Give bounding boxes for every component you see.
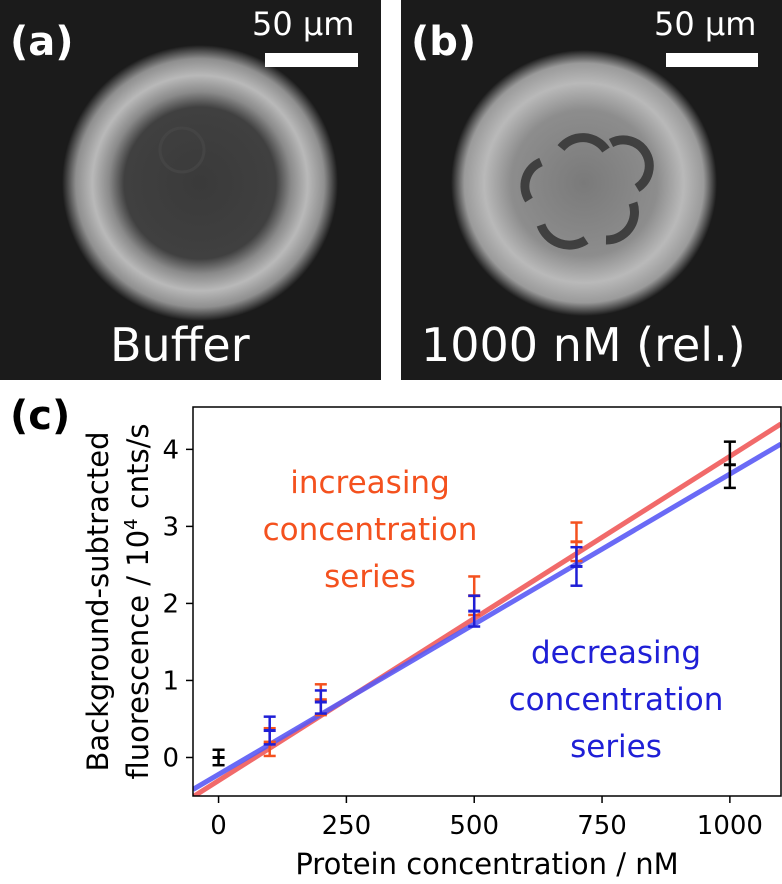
series-label-1-line-2: series bbox=[570, 729, 662, 765]
series-label-0-line-2: series bbox=[324, 559, 416, 595]
series-label-0-line-1: concentration bbox=[263, 512, 478, 548]
data-point-1-1 bbox=[314, 689, 327, 715]
y-tick-label: 4 bbox=[162, 435, 179, 465]
micrograph-buffer: (a) 50 μm Buffer bbox=[0, 0, 381, 380]
series-label-1-line-1: concentration bbox=[509, 682, 724, 718]
axis-ticks: 0 250 500 750 1000 0 1 2 3 4 bbox=[162, 435, 763, 841]
vesicle-a bbox=[62, 45, 338, 321]
caption-a: Buffer bbox=[110, 318, 250, 372]
y-tick-label: 3 bbox=[162, 512, 179, 542]
scale-bar-a bbox=[265, 53, 358, 67]
y-axis-label-line1: Background-subtracted bbox=[81, 432, 115, 772]
micrograph-1000nm: (b) 50 μm 1000 nM (rel.) bbox=[401, 0, 782, 380]
data-point-1-0 bbox=[263, 715, 276, 746]
scale-bar-b-text: 50 μm bbox=[654, 5, 757, 43]
data-point-2-1 bbox=[723, 440, 736, 490]
micrograph-b-image bbox=[451, 50, 717, 316]
panel-c-label: (c) bbox=[10, 393, 71, 439]
series-label-1-line-0: decreasing bbox=[531, 635, 701, 671]
x-tick-label: 250 bbox=[322, 811, 372, 841]
x-tick-label: 750 bbox=[577, 811, 627, 841]
x-tick-label: 500 bbox=[449, 811, 499, 841]
panel-a-label: (a) bbox=[10, 19, 74, 65]
y-axis-label-line2: fluorescence / 104 cnts/s bbox=[121, 423, 155, 779]
y-tick-label: 1 bbox=[162, 666, 179, 696]
data-point-1-2 bbox=[468, 594, 481, 628]
vesicle-b bbox=[451, 50, 717, 316]
y-tick-label: 0 bbox=[162, 743, 179, 773]
x-axis-label: Protein concentration / nM bbox=[295, 847, 678, 881]
panel-b-label: (b) bbox=[411, 19, 477, 65]
data-points bbox=[212, 440, 736, 767]
fit-lines bbox=[193, 421, 781, 796]
data-point-1-3 bbox=[570, 545, 583, 587]
series-label-0-line-0: increasing bbox=[290, 465, 450, 501]
concentration-chart: 0 250 500 750 1000 0 1 2 3 4 increasing concentrat… bbox=[81, 406, 782, 881]
x-tick-label: 0 bbox=[210, 811, 227, 841]
caption-b: 1000 nM (rel.) bbox=[421, 318, 746, 372]
fit-line-0 bbox=[193, 421, 781, 796]
scale-bar-b bbox=[666, 53, 758, 67]
x-tick-label: 1000 bbox=[697, 811, 763, 841]
data-point-2-0 bbox=[212, 748, 225, 767]
micrograph-a-image bbox=[62, 45, 338, 321]
y-tick-label: 2 bbox=[162, 589, 179, 619]
domain-arcs bbox=[520, 133, 654, 250]
fit-line-1 bbox=[193, 441, 781, 792]
y-axis-label: Background-subtracted fluorescence / 104… bbox=[81, 423, 155, 779]
scale-bar-a-text: 50 μm bbox=[252, 5, 355, 43]
series-labels: increasing concentration series decreasing c… bbox=[263, 465, 724, 765]
axes-frame bbox=[192, 406, 782, 797]
